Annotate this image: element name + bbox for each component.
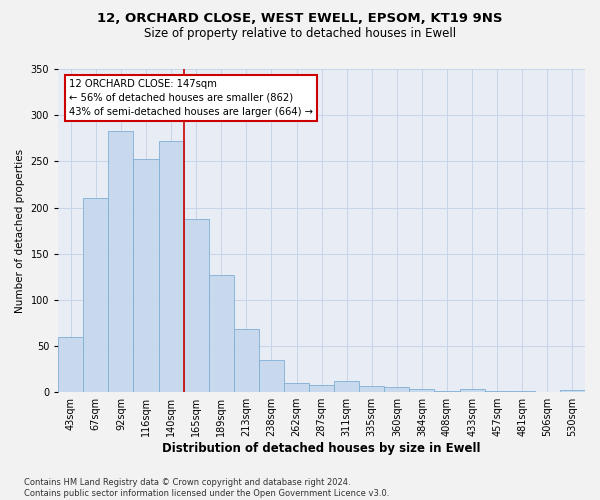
Bar xyxy=(234,330,259,392)
Bar xyxy=(409,388,434,392)
X-axis label: Distribution of detached houses by size in Ewell: Distribution of detached houses by size … xyxy=(163,442,481,455)
Bar xyxy=(158,141,184,392)
Bar xyxy=(460,390,485,392)
Bar xyxy=(284,383,309,392)
Bar xyxy=(109,131,133,392)
Text: 12 ORCHARD CLOSE: 147sqm
← 56% of detached houses are smaller (862)
43% of semi-: 12 ORCHARD CLOSE: 147sqm ← 56% of detach… xyxy=(69,78,313,116)
Text: Size of property relative to detached houses in Ewell: Size of property relative to detached ho… xyxy=(144,28,456,40)
Bar xyxy=(385,386,409,392)
Bar xyxy=(209,275,234,392)
Bar xyxy=(259,360,284,392)
Bar xyxy=(184,218,209,392)
Bar xyxy=(560,390,585,392)
Bar xyxy=(334,381,359,392)
Text: 12, ORCHARD CLOSE, WEST EWELL, EPSOM, KT19 9NS: 12, ORCHARD CLOSE, WEST EWELL, EPSOM, KT… xyxy=(97,12,503,26)
Bar xyxy=(309,385,334,392)
Y-axis label: Number of detached properties: Number of detached properties xyxy=(15,148,25,312)
Text: Contains HM Land Registry data © Crown copyright and database right 2024.
Contai: Contains HM Land Registry data © Crown c… xyxy=(24,478,389,498)
Bar xyxy=(83,198,109,392)
Bar xyxy=(58,337,83,392)
Bar xyxy=(359,386,385,392)
Bar xyxy=(133,160,158,392)
